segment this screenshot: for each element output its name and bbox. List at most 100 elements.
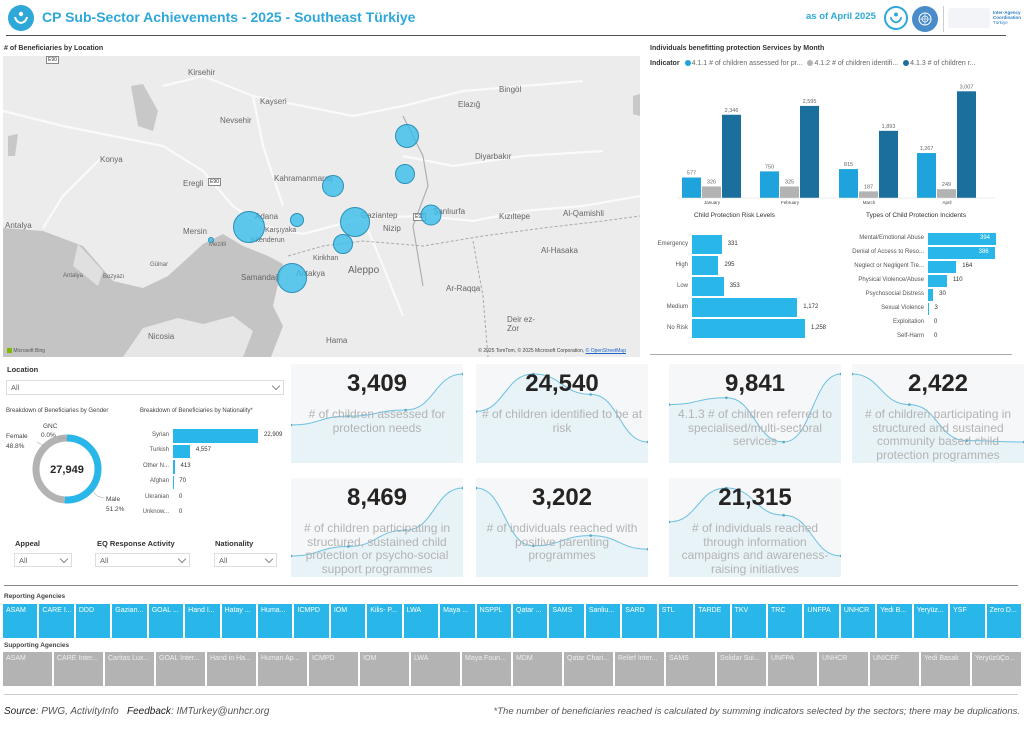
legend-item-4-1-1[interactable]: 4.1.1 # of children assessed for pr...: [684, 60, 802, 67]
agency-tile-asam[interactable]: ASAM: [3, 604, 38, 638]
map-bubble-kilis[interactable]: [333, 234, 353, 254]
agency-tile-lwa[interactable]: LWA: [411, 652, 460, 686]
agency-tile-asam[interactable]: ASAM: [3, 652, 52, 686]
map-bubble-hatay[interactable]: [277, 263, 307, 293]
bar-high[interactable]: [692, 256, 719, 275]
agency-tile-sanliu[interactable]: Sanliu...: [585, 604, 621, 638]
bar-other-n-[interactable]: [173, 460, 175, 474]
map-bubble-kahramanmaras[interactable]: [322, 175, 344, 197]
beneficiaries-map[interactable]: Kirsehir Kayseri Nevsehir Konya Eregli K…: [3, 56, 640, 357]
agency-tile-stl[interactable]: STL: [658, 604, 694, 638]
agency-tile-relief-inter[interactable]: Relief Inter...: [615, 652, 664, 686]
agency-tile-icmpd[interactable]: ICMPD: [309, 652, 358, 686]
bar-physical-violence-abuse[interactable]: [928, 275, 947, 287]
agency-tile-sams[interactable]: SAMS: [666, 652, 715, 686]
bar-march-series-3[interactable]: [879, 130, 898, 198]
agency-tile-qatar[interactable]: Qatar ...: [513, 604, 548, 638]
bar-january-series-3[interactable]: [722, 114, 741, 198]
kpi-card-parenting[interactable]: 3,202 # of individuals reached with posit…: [476, 478, 648, 577]
agency-tile-icmpd[interactable]: ICMPD: [294, 604, 329, 638]
agency-tile-iom[interactable]: IOM: [360, 652, 409, 686]
bar-psychosocial-distress[interactable]: [928, 289, 934, 301]
agency-tile-goal[interactable]: GOAL ...: [148, 604, 184, 638]
bar-march-series-1[interactable]: [839, 169, 858, 198]
appeal-dropdown[interactable]: All: [14, 553, 72, 567]
map-bubble-gaziantep[interactable]: [340, 207, 370, 237]
eq-response-dropdown[interactable]: All: [95, 553, 190, 567]
agency-tile-gazian[interactable]: Gazian...: [112, 604, 147, 638]
agency-tile-tkv[interactable]: TKV: [731, 604, 766, 638]
bar-april-series-3[interactable]: [957, 91, 976, 198]
openstreetmap-link[interactable]: © OpenStreetMap: [585, 348, 626, 354]
agency-tile-care-i[interactable]: CARE I...: [39, 604, 74, 638]
agency-tile-maya[interactable]: Maya ...: [440, 604, 475, 638]
agency-tile-lwa[interactable]: LWA: [403, 604, 439, 638]
bar-february-series-1[interactable]: [760, 171, 779, 198]
legend-item-4-1-3[interactable]: 4.1.3 # of children r...: [903, 60, 976, 67]
agency-tile-iom[interactable]: IOM: [330, 604, 366, 638]
agency-tile-nsppl[interactable]: NSPPL: [476, 604, 511, 638]
kpi-card-pss[interactable]: 8,469 # of children participating in stru…: [291, 478, 463, 577]
agency-tile-ysf[interactable]: YSF: [950, 604, 985, 638]
location-dropdown[interactable]: All: [6, 380, 284, 395]
bar-denial-of-access-to-reso-[interactable]: [928, 247, 995, 259]
bar-january-series-2[interactable]: [702, 186, 721, 198]
feedback-email[interactable]: : IMTurkey@unhcr.org: [170, 706, 270, 717]
kpi-card-community[interactable]: 2,422 # of children participating in stru…: [852, 364, 1024, 463]
map-bubble-malatya[interactable]: [395, 124, 419, 148]
bar-april-series-1[interactable]: [917, 153, 936, 198]
map-bubble-adana[interactable]: [233, 211, 265, 243]
bar-neglect-or-negligent-tre-[interactable]: [928, 261, 957, 273]
agency-tile-unicef[interactable]: UNICEF: [870, 652, 919, 686]
map-bubble-osmaniye[interactable]: [290, 213, 304, 227]
donut-slice-female[interactable]: [32, 434, 68, 504]
agency-tile-care-inter[interactable]: CARE Inter...: [54, 652, 103, 686]
agency-tile-unhcr[interactable]: UNHCR: [840, 604, 876, 638]
bar-sexual-violence[interactable]: [928, 303, 929, 315]
agency-tile-hand-in-ha[interactable]: Hand in Ha...: [207, 652, 256, 686]
agency-tile-caritas-lux[interactable]: Caritas Lux...: [105, 652, 154, 686]
agency-tile-human-ap[interactable]: Human Ap...: [258, 652, 307, 686]
kpi-card-referred[interactable]: 9,841 4.1.3 # of children referred to spe…: [669, 364, 841, 463]
agency-tile-hatay[interactable]: Hatay ...: [221, 604, 256, 638]
bar-february-series-2[interactable]: [780, 186, 799, 198]
donut-slice-male[interactable]: [64, 434, 102, 504]
agency-tile-maya-foun[interactable]: Maya Foun...: [462, 652, 511, 686]
agency-tile-sard[interactable]: SARD: [622, 604, 657, 638]
agency-tile-ddd[interactable]: DDD: [75, 604, 111, 638]
agency-tile-yery-z[interactable]: Yeryüz...: [913, 604, 949, 638]
kpi-card-assessed[interactable]: 3,409 # of children assessed for protecti…: [291, 364, 463, 463]
agency-tile-trc[interactable]: TRC: [768, 604, 803, 638]
agency-tile-mdm[interactable]: MDM: [513, 652, 562, 686]
bar-medium[interactable]: [692, 298, 798, 317]
nationality-dropdown[interactable]: All: [214, 553, 277, 567]
map-bubble-adiyaman[interactable]: [395, 164, 415, 184]
agency-tile-zero-d[interactable]: Zero D...: [986, 604, 1021, 638]
kpi-card-awareness[interactable]: 21,315 # of individuals reached through i…: [669, 478, 841, 577]
agency-tile-yedi-basak[interactable]: Yedi Basak: [921, 652, 970, 686]
kpi-card-at-risk[interactable]: 24,540 # of children identified to be at …: [476, 364, 648, 463]
agency-tile-hand-i[interactable]: Hand I...: [185, 604, 220, 638]
bar-afghan[interactable]: [173, 475, 174, 489]
bar-low[interactable]: [692, 277, 724, 296]
bar-turkish[interactable]: [173, 444, 190, 458]
agency-tile-sams[interactable]: SAMS: [549, 604, 584, 638]
agency-tile-huma[interactable]: Huma...: [258, 604, 293, 638]
bar-syrian[interactable]: [173, 429, 258, 443]
agency-tile-unhcr[interactable]: UNHCR: [819, 652, 868, 686]
legend-item-4-1-2[interactable]: 4.1.2 # of children identifi...: [807, 60, 898, 67]
bar-no-risk[interactable]: [692, 319, 805, 338]
agency-tile-solidar-sui[interactable]: Solidar Sui...: [717, 652, 766, 686]
agency-tile-tarde[interactable]: TARDE: [695, 604, 730, 638]
bar-april-series-2[interactable]: [937, 189, 956, 198]
bar-emergency[interactable]: [692, 235, 722, 254]
bar-march-series-2[interactable]: [859, 191, 878, 198]
bar-february-series-3[interactable]: [800, 105, 819, 198]
bar-mental-emotional-abuse[interactable]: [928, 233, 996, 245]
agency-tile-yedi-b[interactable]: Yedi B...: [877, 604, 912, 638]
agency-tile-yery-z-o[interactable]: YeryüzüÇo...: [972, 652, 1021, 686]
agency-tile-kilis-p[interactable]: Kilis- P...: [367, 604, 402, 638]
bar-january-series-1[interactable]: [682, 177, 701, 198]
agency-tile-unfpa[interactable]: UNFPA: [768, 652, 817, 686]
map-bubble-mersin[interactable]: [208, 237, 214, 243]
